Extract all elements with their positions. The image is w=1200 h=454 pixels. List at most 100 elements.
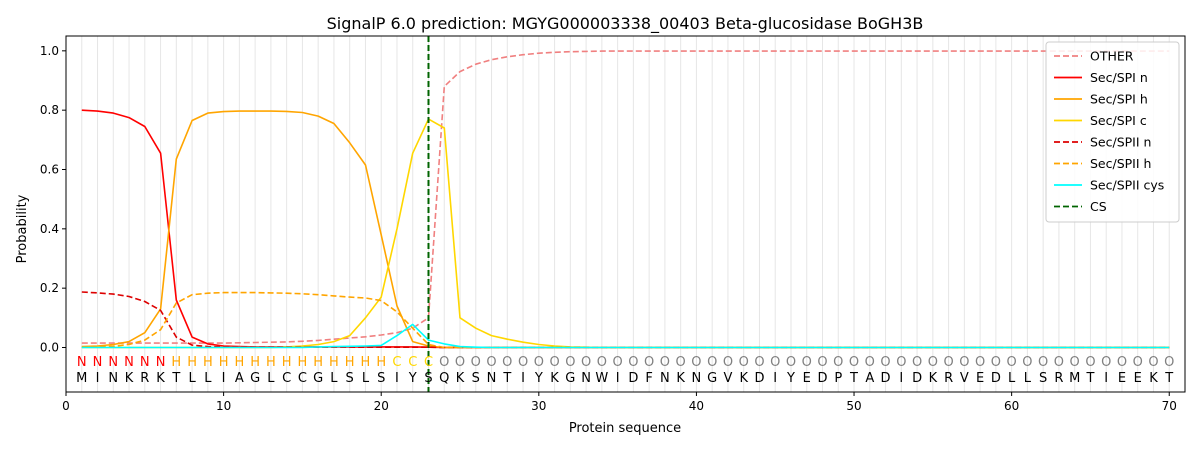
legend-label: Sec/SPII cys bbox=[1090, 178, 1164, 193]
residue-letter: T bbox=[1085, 371, 1094, 386]
residue-letter: K bbox=[676, 371, 685, 386]
x-axis-label: Protein sequence bbox=[569, 421, 681, 436]
residue-letter: T bbox=[1164, 371, 1173, 386]
residue-label: O bbox=[912, 355, 922, 370]
residue-letter: K bbox=[550, 371, 559, 386]
residue-label: O bbox=[1038, 355, 1048, 370]
series-line-sec-spii-n bbox=[81, 291, 1170, 349]
y-tick-label: 0.4 bbox=[40, 222, 59, 236]
residue-letter: N bbox=[581, 371, 591, 386]
y-tick-label: 0.6 bbox=[40, 163, 59, 177]
legend-label: Sec/SPI c bbox=[1090, 113, 1147, 128]
residue-label: O bbox=[849, 355, 859, 370]
series-line-sec-spii-h bbox=[81, 291, 1170, 349]
sequence-annotation-layer: NMNINNNKNRNKHTHLHLHIHAHGHLHCHCHGHLHSHLHS… bbox=[76, 355, 1174, 386]
residue-label: O bbox=[628, 355, 638, 370]
residue-letter: F bbox=[645, 371, 652, 386]
residue-label: O bbox=[1022, 355, 1032, 370]
series-line-other bbox=[81, 50, 1170, 344]
residue-letter: I bbox=[899, 371, 903, 386]
residue-label: O bbox=[739, 355, 749, 370]
residue-label: O bbox=[880, 355, 890, 370]
residue-label: O bbox=[1148, 355, 1158, 370]
residue-label: O bbox=[534, 355, 544, 370]
residue-label: O bbox=[1117, 355, 1127, 370]
residue-label: O bbox=[549, 355, 559, 370]
residue-label: O bbox=[991, 355, 1001, 370]
residue-letter: L bbox=[204, 371, 212, 386]
residue-label: H bbox=[219, 355, 229, 370]
residue-letter: I bbox=[96, 371, 100, 386]
residue-letter: G bbox=[313, 371, 323, 386]
residue-letter: L bbox=[330, 371, 338, 386]
residue-letter: D bbox=[912, 371, 922, 386]
residue-label: O bbox=[786, 355, 796, 370]
y-tick-label: 0.2 bbox=[40, 281, 59, 295]
residue-label: O bbox=[565, 355, 575, 370]
x-tick-label: 10 bbox=[216, 399, 231, 413]
residue-letter: K bbox=[739, 371, 748, 386]
series-line-sec-spii-cys bbox=[81, 323, 1170, 349]
residue-letter: K bbox=[456, 371, 465, 386]
residue-label: N bbox=[156, 355, 166, 370]
residue-letter: S bbox=[1039, 371, 1047, 386]
residue-label: O bbox=[1054, 355, 1064, 370]
residue-label: C bbox=[392, 355, 401, 370]
residue-letter: L bbox=[188, 371, 196, 386]
residue-letter: R bbox=[1054, 371, 1063, 386]
residue-label: O bbox=[676, 355, 686, 370]
residue-label: N bbox=[93, 355, 103, 370]
residue-label: N bbox=[77, 355, 87, 370]
plot-frame bbox=[65, 35, 1186, 393]
residue-label: O bbox=[770, 355, 780, 370]
series-line-sec-spi-n bbox=[81, 109, 1170, 349]
residue-letter: Y bbox=[534, 371, 543, 386]
residue-letter: I bbox=[773, 371, 777, 386]
residue-letter: Y bbox=[786, 371, 795, 386]
residue-letter: L bbox=[362, 371, 370, 386]
residue-letter: W bbox=[595, 371, 608, 386]
residue-letter: N bbox=[660, 371, 670, 386]
residue-letter: R bbox=[944, 371, 953, 386]
residue-label: O bbox=[439, 355, 449, 370]
residue-letter: N bbox=[692, 371, 702, 386]
legend-label: OTHER bbox=[1090, 49, 1134, 64]
residue-label: O bbox=[1070, 355, 1080, 370]
x-tick-label: 40 bbox=[689, 399, 704, 413]
residue-label: O bbox=[1101, 355, 1111, 370]
residue-letter: E bbox=[976, 371, 984, 386]
x-tick-label: 0 bbox=[62, 399, 70, 413]
residue-letter: D bbox=[881, 371, 891, 386]
residue-letter: N bbox=[108, 371, 118, 386]
residue-letter: G bbox=[565, 371, 575, 386]
residue-label: O bbox=[1085, 355, 1095, 370]
residue-letter: Y bbox=[408, 371, 417, 386]
residue-letter: N bbox=[487, 371, 497, 386]
residue-letter: R bbox=[140, 371, 149, 386]
residue-label: O bbox=[896, 355, 906, 370]
legend-label: Sec/SPI h bbox=[1090, 92, 1148, 107]
residue-label: N bbox=[108, 355, 118, 370]
residue-letter: E bbox=[1118, 371, 1126, 386]
residue-label: H bbox=[187, 355, 197, 370]
y-axis-label: Probability bbox=[15, 194, 30, 263]
residue-letter: P bbox=[834, 371, 842, 386]
residue-letter: I bbox=[616, 371, 620, 386]
series-layer bbox=[81, 36, 1170, 392]
residue-label: O bbox=[1007, 355, 1017, 370]
residue-label: H bbox=[203, 355, 213, 370]
residue-letter: A bbox=[865, 371, 874, 386]
residue-label: O bbox=[518, 355, 528, 370]
residue-letter: S bbox=[472, 371, 480, 386]
residue-letter: C bbox=[282, 371, 291, 386]
residue-label: O bbox=[597, 355, 607, 370]
tick-layer: 0 10 20 30 40 50 60 70 0.0 0.2 0.4 0.6 0.8 1.0 bbox=[40, 44, 1177, 413]
residue-label: O bbox=[581, 355, 591, 370]
residue-label: N bbox=[124, 355, 134, 370]
residue-letter: S bbox=[424, 371, 432, 386]
residue-label: H bbox=[313, 355, 323, 370]
residue-label: N bbox=[140, 355, 150, 370]
chart-title: SignalP 6.0 prediction: MGYG000003338_00… bbox=[327, 14, 924, 34]
residue-label: H bbox=[361, 355, 371, 370]
residue-label: O bbox=[1164, 355, 1174, 370]
